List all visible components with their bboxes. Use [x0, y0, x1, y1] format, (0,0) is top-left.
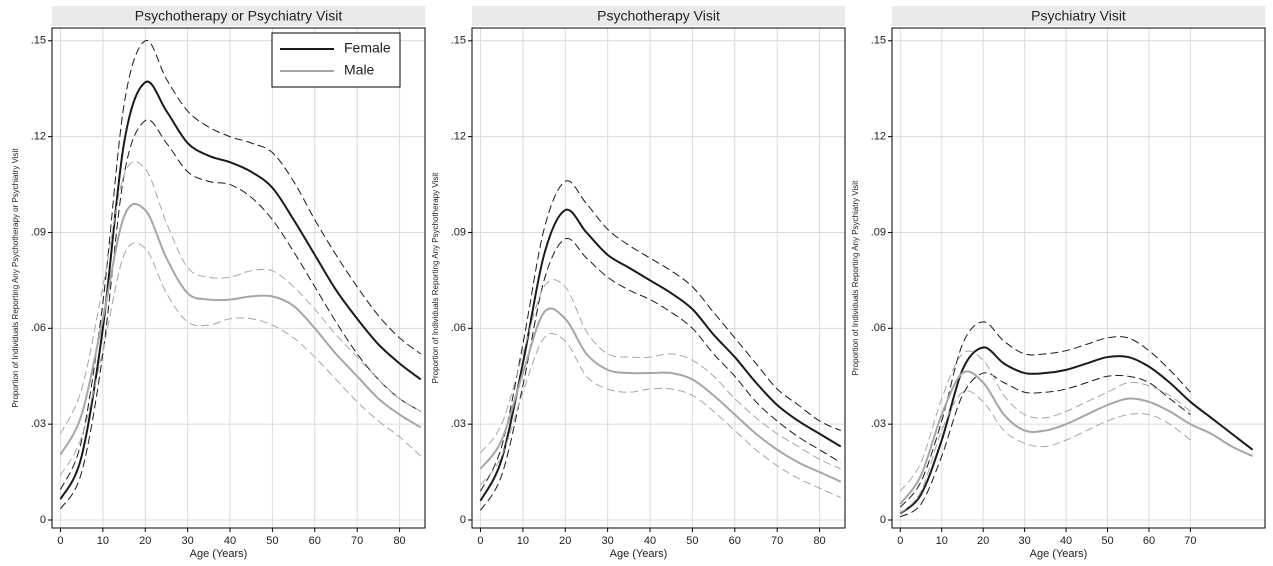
y-tick-label: .03: [451, 418, 466, 430]
x-tick-label: 60: [309, 535, 321, 547]
y-tick-label: .15: [31, 35, 46, 47]
legend-label: Male: [344, 62, 375, 78]
y-tick-label: .09: [31, 226, 46, 238]
y-tick-label: .12: [871, 131, 886, 143]
plot-frame: [51, 27, 426, 529]
y-axis-label: Proportion of Individuals Reporting Any …: [851, 180, 860, 375]
y-axis-label: Proportion of Individuals Reporting Any …: [11, 148, 20, 408]
plot-area: [891, 27, 1266, 529]
x-tick-label: 50: [686, 535, 698, 547]
series-line: [59, 80, 422, 500]
y-tick-label: 0: [40, 514, 46, 526]
plot-frame: [471, 27, 846, 529]
confidence-line: [480, 332, 841, 499]
confidence-line: [60, 40, 422, 490]
x-tick-label: 70: [351, 535, 363, 547]
y-tick-label: .12: [31, 131, 46, 143]
chart-title: Psychotherapy or Psychiatry Visit: [135, 8, 343, 24]
x-tick-label: 30: [182, 535, 194, 547]
x-tick-label: 0: [897, 535, 903, 547]
x-tick-label: 30: [602, 535, 614, 547]
x-tick-label: 40: [644, 535, 656, 547]
legend-label: Female: [344, 40, 391, 56]
x-tick-label: 20: [139, 535, 151, 547]
y-tick-label: .15: [451, 35, 466, 47]
x-axis-label: Age (Years): [190, 548, 248, 560]
legend-box: [271, 32, 401, 88]
confidence-line: [480, 279, 841, 470]
series-line: [899, 370, 1253, 505]
x-axis-label: Age (Years): [1030, 548, 1088, 560]
x-tick-label: 50: [266, 535, 278, 547]
y-tick-label: .06: [31, 322, 46, 334]
confidence-line: [480, 180, 841, 492]
x-tick-label: 0: [57, 535, 63, 547]
x-tick-label: 60: [729, 535, 741, 547]
series-line: [59, 202, 422, 456]
x-tick-label: 40: [224, 535, 236, 547]
x-tick-label: 80: [393, 535, 405, 547]
x-tick-label: 40: [1060, 535, 1072, 547]
x-tick-label: 20: [559, 535, 571, 547]
x-tick-label: 60: [1143, 535, 1155, 547]
y-tick-label: .09: [451, 226, 466, 238]
title-band: [892, 6, 1265, 26]
y-tick-label: .12: [451, 131, 466, 143]
chart-title: Psychotherapy Visit: [597, 8, 720, 24]
y-tick-label: .15: [871, 35, 886, 47]
x-tick-label: 10: [97, 535, 109, 547]
x-tick-label: 10: [517, 535, 529, 547]
x-tick-label: 70: [771, 535, 783, 547]
y-tick-label: .06: [871, 322, 886, 334]
confidence-line: [60, 160, 422, 434]
y-tick-label: .09: [871, 226, 886, 238]
y-tick-label: 0: [460, 514, 466, 526]
plot-area: [471, 27, 846, 529]
x-tick-label: 70: [1184, 535, 1196, 547]
x-axis-label: Age (Years): [610, 548, 668, 560]
y-tick-label: .03: [871, 418, 886, 430]
y-tick-label: .03: [31, 418, 46, 430]
confidence-line: [899, 350, 1191, 492]
series-line: [479, 307, 842, 483]
x-tick-label: 80: [813, 535, 825, 547]
title-band: [472, 6, 845, 26]
confidence-line: [900, 372, 1191, 518]
x-tick-label: 0: [477, 535, 483, 547]
x-tick-label: 30: [1018, 535, 1030, 547]
series-line: [899, 346, 1254, 515]
y-tick-label: 0: [880, 514, 886, 526]
plot-frame: [891, 27, 1266, 529]
confidence-line: [60, 242, 422, 476]
x-tick-label: 50: [1101, 535, 1113, 547]
confidence-line: [899, 390, 1191, 514]
x-tick-label: 10: [936, 535, 948, 547]
title-band: [52, 6, 425, 26]
series-line: [479, 208, 842, 502]
confidence-line: [480, 237, 842, 511]
y-axis-label: Proportion of Individuals Reporting Any …: [431, 172, 440, 383]
chart-title: Psychiatry Visit: [1031, 8, 1126, 24]
x-tick-label: 20: [977, 535, 989, 547]
y-tick-label: .06: [451, 322, 466, 334]
